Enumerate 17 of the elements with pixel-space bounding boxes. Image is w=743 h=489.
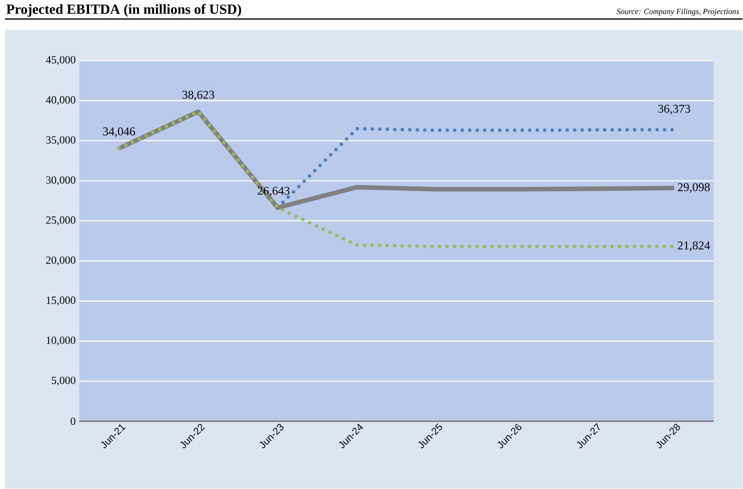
data-label: 36,373 <box>658 104 690 115</box>
data-label: 38,623 <box>182 90 214 101</box>
y-tick-label: 15,000 <box>46 296 76 306</box>
y-tick-label: 10,000 <box>46 336 76 346</box>
y-tick-label: 35,000 <box>46 136 76 146</box>
y-tick-label: 5,000 <box>52 376 76 386</box>
chart-title: Projected EBITDA (in millions of USD) <box>6 4 242 17</box>
y-tick-label: 40,000 <box>46 96 76 106</box>
y-tick-label: 20,000 <box>46 256 76 266</box>
y-tick-label: 30,000 <box>46 176 76 186</box>
data-label: 34,046 <box>103 128 136 138</box>
data-label: 29,098 <box>678 183 710 194</box>
y-tick-label: 0 <box>70 418 76 426</box>
data-label: 26,643 <box>258 186 290 197</box>
y-tick-label: 25,000 <box>46 216 76 226</box>
y-tick-label: 45,000 <box>46 56 76 66</box>
data-label: 21,824 <box>678 242 710 252</box>
